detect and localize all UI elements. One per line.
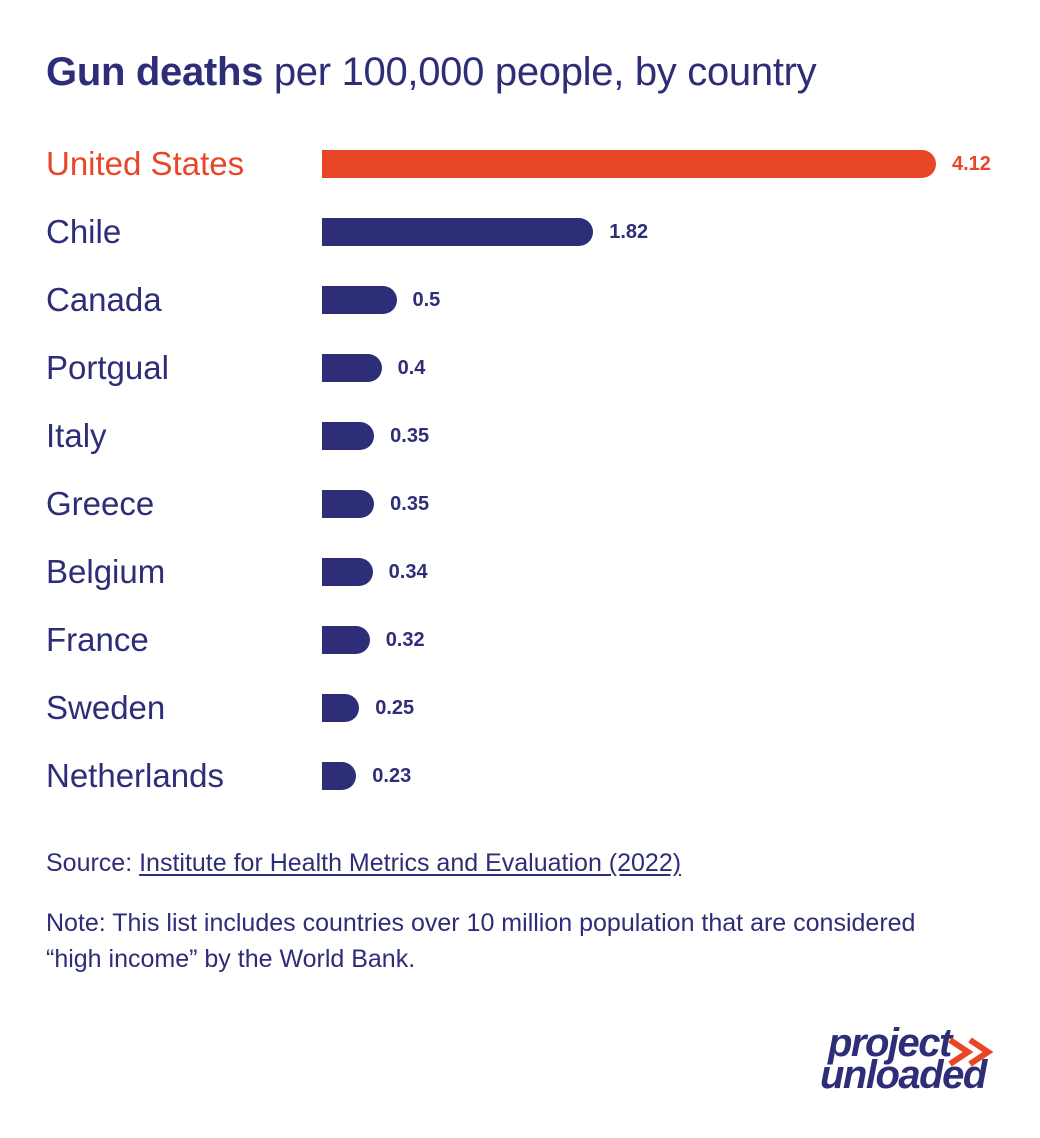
value-label: 1.82 (609, 221, 649, 243)
category-label: Chile (46, 213, 122, 250)
category-label: United States (46, 145, 245, 182)
value-label: 0.32 (385, 629, 425, 651)
double-chevron-right-icon (948, 1037, 994, 1067)
note-text: Note: This list includes countries over … (46, 909, 916, 973)
category-label: France (46, 621, 149, 658)
value-label: 0.23 (372, 765, 412, 787)
bar (322, 422, 375, 450)
chart-title: Gun deaths per 100,000 people, by countr… (46, 46, 817, 98)
category-label: Canada (46, 281, 162, 318)
value-label: 0.34 (388, 561, 428, 583)
source-prefix: Source: (46, 849, 140, 877)
chart-title-rest: per 100,000 people, by country (263, 50, 817, 94)
value-label: 4.12 (952, 153, 991, 175)
bar (322, 694, 360, 722)
value-label: 0.35 (390, 493, 430, 515)
project-unloaded-logo: project unloaded (820, 1021, 1010, 1104)
category-label: Greece (46, 485, 155, 522)
logo-line-2: unloaded (820, 1053, 987, 1097)
value-label: 0.5 (412, 289, 441, 311)
bar-chart: United States 4.12 Chile 1.82 Canada 0.5 Portg… (0, 130, 1040, 810)
bar (322, 354, 382, 382)
source-line: Source: Institute for Health Metrics and… (46, 846, 681, 880)
category-label: Portgual (46, 349, 169, 386)
bar (322, 286, 397, 314)
bar (322, 762, 357, 790)
bar (322, 558, 373, 586)
bar (322, 218, 594, 246)
logo-line-1: project (828, 1021, 952, 1065)
source-link[interactable]: Institute for Health Metrics and Evaluat… (139, 849, 682, 877)
category-label: Italy (46, 417, 107, 454)
category-label: Netherlands (46, 757, 224, 794)
value-label: 0.25 (375, 697, 415, 719)
category-label: Sweden (46, 689, 166, 726)
category-label: Belgium (46, 553, 166, 590)
bar (322, 150, 936, 178)
bar (322, 490, 375, 518)
bar (322, 626, 370, 654)
chart-title-bold: Gun deaths (46, 50, 264, 94)
value-label: 0.4 (397, 357, 426, 379)
value-label: 0.35 (390, 425, 430, 447)
